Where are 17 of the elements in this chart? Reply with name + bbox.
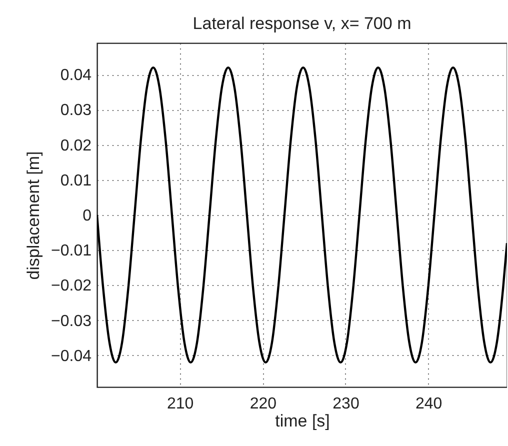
- y-tick-label: −0.01: [51, 242, 92, 260]
- y-tick-label: −0.02: [51, 278, 92, 295]
- y-tick-label: 0.01: [60, 172, 92, 190]
- x-tick-label: 210: [166, 396, 194, 412]
- y-tick-label: 0.04: [60, 67, 92, 84]
- y-tick-label: −0.03: [51, 312, 92, 330]
- y-tick-label: 0.02: [60, 137, 92, 154]
- x-tick-label: 240: [415, 396, 442, 412]
- y-axis-title: displacement [m]: [24, 151, 44, 280]
- line-series: [97, 66, 507, 364]
- y-tick-label: 0: [82, 208, 92, 224]
- y-tick-label: 0.03: [60, 102, 92, 120]
- chart-title: Lateral response v, x= 700 m: [192, 14, 412, 33]
- x-tick-label: 230: [332, 396, 360, 412]
- x-axis-title: time [s]: [275, 412, 330, 430]
- y-tick-label: −0.04: [51, 348, 92, 365]
- x-tick-label: 220: [250, 396, 277, 412]
